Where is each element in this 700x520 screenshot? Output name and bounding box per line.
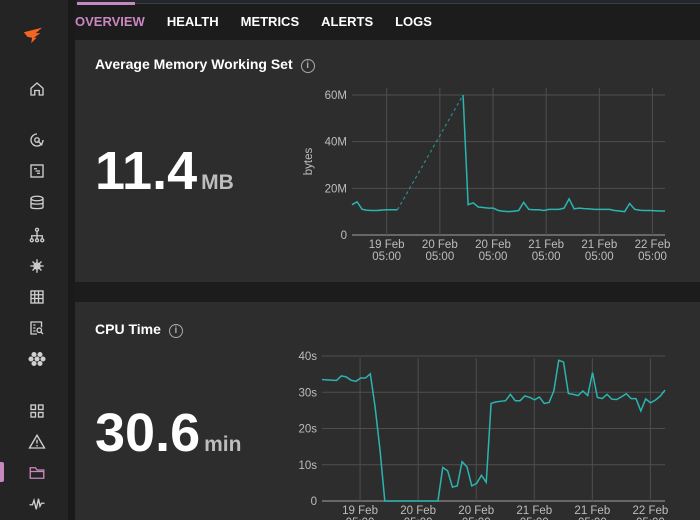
memory-chart-x-tick-label: 19 Feb bbox=[369, 239, 405, 251]
memory-chart-series-line bbox=[462, 94, 665, 213]
cpu-chart-y-tick-label: 40s bbox=[298, 351, 317, 363]
cpu-chart-x-tick-label: 05:00 bbox=[404, 517, 433, 520]
memory-chart-y-tick-label: 60M bbox=[325, 90, 347, 102]
memory-chart-y-tick-label: 20M bbox=[325, 183, 347, 195]
memory-number: 11.4 bbox=[95, 141, 198, 201]
memory-chart-x-tick-label: 05:00 bbox=[372, 251, 401, 263]
cpu-chart-y-tick-label: 20s bbox=[298, 424, 317, 436]
memory-title: Average Memory Working Set i bbox=[95, 56, 315, 73]
list-icon[interactable] bbox=[26, 160, 48, 182]
home-icon[interactable] bbox=[26, 78, 48, 100]
cpu-chart-x-tick-label: 05:00 bbox=[346, 517, 375, 520]
cpu-value: 30.6 min bbox=[95, 402, 241, 464]
cpu-title-text: CPU Time bbox=[95, 321, 161, 337]
tab-overview[interactable]: OVERVIEW bbox=[75, 14, 145, 29]
cpu-chart-x-tick-label: 21 Feb bbox=[574, 505, 610, 517]
memory-chart-y-tick-label: 40M bbox=[325, 137, 347, 149]
hierarchy-icon[interactable] bbox=[26, 224, 48, 246]
cpu-chart-x-tick-label: 22 Feb bbox=[633, 505, 669, 517]
memory-chart-x-tick-label: 05:00 bbox=[532, 251, 561, 263]
cpu-unit: min bbox=[204, 433, 242, 456]
database-icon[interactable] bbox=[26, 192, 48, 214]
memory-card: Average Memory Working Set i 11.4 MB bbox=[75, 40, 700, 282]
cpu-chart-x-tick-label: 05:00 bbox=[520, 517, 549, 520]
cpu-chart-y-tick-label: 30s bbox=[298, 387, 317, 399]
tab-logs[interactable]: LOGS bbox=[395, 14, 432, 29]
active-tab-indicator bbox=[77, 2, 135, 5]
sidebar bbox=[0, 0, 75, 520]
memory-chart-y-axis-label: bytes bbox=[303, 148, 315, 176]
cpu-chart-x-tick-label: 05:00 bbox=[578, 517, 607, 520]
cpu-chart-y-tick-label: 10s bbox=[298, 460, 317, 472]
cpu-chart-x-tick-label: 21 Feb bbox=[516, 505, 552, 517]
memory-chart-y-tick-label: 0 bbox=[341, 230, 347, 242]
grid-icon[interactable] bbox=[26, 286, 48, 308]
cluster-icon[interactable] bbox=[26, 348, 48, 370]
dashboard-icon[interactable] bbox=[26, 400, 48, 422]
folder-icon[interactable] bbox=[26, 462, 48, 484]
memory-chart-x-tick-label: 20 Feb bbox=[422, 239, 458, 251]
active-indicator bbox=[0, 462, 4, 482]
memory-chart-x-tick-label: 05:00 bbox=[479, 251, 508, 263]
info-icon[interactable]: i bbox=[168, 324, 183, 338]
memory-chart-x-tick-label: 21 Feb bbox=[581, 239, 617, 251]
memory-chart-x-tick-label: 20 Feb bbox=[475, 239, 511, 251]
cpu-title: CPU Time i bbox=[95, 321, 183, 338]
memory-chart-series-line bbox=[351, 200, 398, 212]
memory-chart-x-tick-label: 05:00 bbox=[425, 251, 454, 263]
alert-icon[interactable] bbox=[26, 431, 48, 453]
cpu-number: 30.6 bbox=[95, 403, 201, 463]
memory-title-text: Average Memory Working Set bbox=[95, 56, 293, 72]
memory-chart-x-tick-label: 21 Feb bbox=[528, 239, 564, 251]
memory-chart-x-tick-label: 22 Feb bbox=[635, 239, 671, 251]
cpu-chart-y-tick-label: 0 bbox=[311, 496, 317, 508]
info-icon[interactable]: i bbox=[300, 59, 315, 73]
pulse-icon[interactable] bbox=[26, 493, 48, 515]
tab-bar: OVERVIEW HEALTH METRICS ALERTS LOGS bbox=[75, 8, 700, 36]
cpu-chart-x-tick-label: 05:00 bbox=[636, 517, 665, 520]
cpu-chart-x-tick-label: 05:00 bbox=[462, 517, 491, 520]
memory-chart-x-tick-label: 05:00 bbox=[585, 251, 614, 263]
memory-chart-x-tick-label: 05:00 bbox=[638, 251, 667, 263]
cpu-chart-x-tick-label: 20 Feb bbox=[400, 505, 436, 517]
cpu-card: CPU Time i 30.6 min bbox=[75, 302, 700, 520]
memory-unit: MB bbox=[201, 171, 234, 194]
radar-icon[interactable] bbox=[26, 129, 48, 151]
tab-health[interactable]: HEALTH bbox=[166, 14, 219, 29]
tab-alerts[interactable]: ALERTS bbox=[321, 14, 374, 29]
tab-metrics[interactable]: METRICS bbox=[240, 14, 300, 29]
memory-value: 11.4 MB bbox=[95, 140, 234, 202]
kubernetes-icon[interactable] bbox=[26, 255, 48, 277]
memory-chart-gap-connector bbox=[396, 94, 464, 211]
logo-icon[interactable] bbox=[22, 24, 44, 46]
cpu-chart-x-tick-label: 19 Feb bbox=[342, 505, 378, 517]
report-search-icon[interactable] bbox=[26, 317, 48, 339]
cpu-chart-series-line bbox=[321, 359, 666, 502]
top-border bbox=[77, 0, 700, 4]
cpu-chart-x-tick-label: 20 Feb bbox=[458, 505, 494, 517]
